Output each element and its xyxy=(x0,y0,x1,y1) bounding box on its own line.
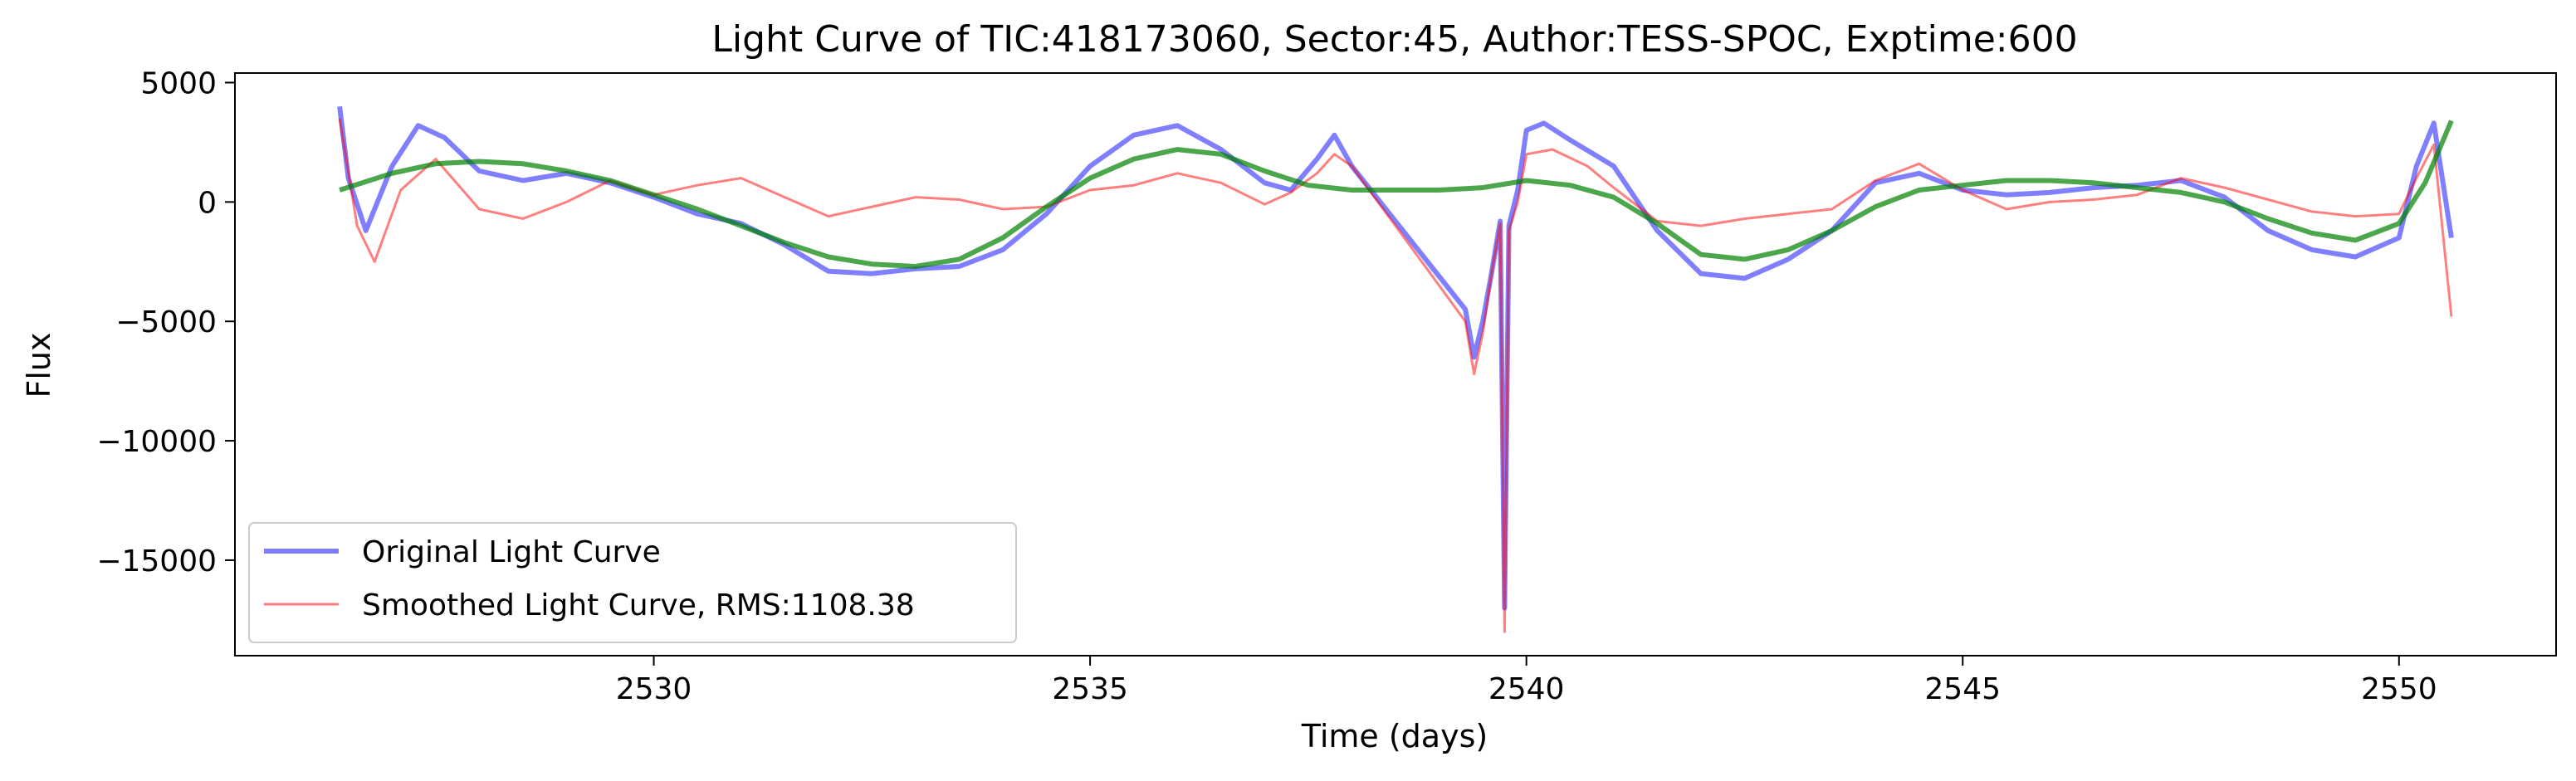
x-tick-label: 2550 xyxy=(2361,672,2437,706)
y-axis-ticks: 5000 0 −5000 −10000 −15000 xyxy=(96,67,235,578)
legend: Original Light Curve Smoothed Light Curv… xyxy=(248,522,1017,643)
x-tick-label: 2540 xyxy=(1488,672,1565,706)
y-tick-label: −15000 xyxy=(96,544,217,578)
chart-title: Light Curve of TIC:418173060, Sector:45,… xyxy=(711,18,2077,61)
plot-area-frame xyxy=(234,72,2557,657)
y-tick-label: 5000 xyxy=(140,67,217,101)
legend-box xyxy=(248,522,1017,643)
legend-label-original: Original Light Curve xyxy=(362,535,661,569)
y-tick-label: −10000 xyxy=(96,425,217,459)
x-tick-label: 2530 xyxy=(616,672,692,706)
y-axis-label: Flux xyxy=(21,333,57,398)
series-line-1 xyxy=(338,118,2453,633)
x-tick-label: 2545 xyxy=(1924,672,2001,706)
series-line-2 xyxy=(339,120,2454,269)
x-axis-ticks: 2530 2535 2540 2545 2550 xyxy=(616,656,2437,706)
x-axis-label: Time (days) xyxy=(1301,718,1488,754)
y-tick-label: −5000 xyxy=(115,305,217,339)
x-tick-label: 2535 xyxy=(1052,672,1128,706)
legend-label-smoothed: Smoothed Light Curve, RMS:1108.38 xyxy=(362,588,915,622)
y-tick-label: 0 xyxy=(198,186,217,220)
series-layer xyxy=(337,105,2454,633)
series-line-0 xyxy=(337,105,2454,611)
